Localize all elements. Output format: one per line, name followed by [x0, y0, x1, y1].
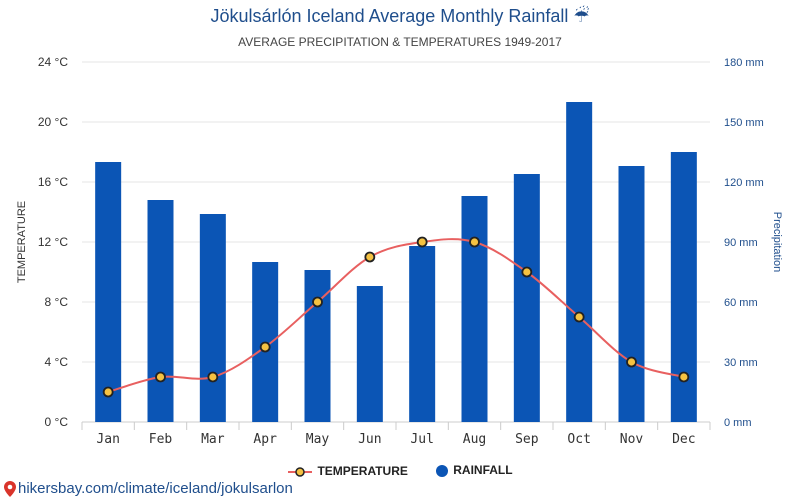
- grid-lines: [82, 61, 710, 423]
- y-tick-label-left: 12 °C: [38, 235, 68, 249]
- y-axis-title-left: TEMPERATURE: [16, 201, 28, 283]
- x-tick-label: Sep: [515, 432, 539, 447]
- y-tick-label-right: 0 mm: [724, 417, 752, 429]
- chart-title: Jökulsárlón Iceland Average Monthly Rain…: [210, 6, 590, 26]
- x-tick-label: May: [306, 432, 330, 447]
- rainfall-bar[interactable]: [461, 196, 488, 422]
- x-tick-label: Apr: [253, 432, 277, 447]
- source-link[interactable]: hikersbay.com/climate/iceland/jokulsarlo…: [4, 480, 293, 498]
- location-pin-icon: [4, 481, 16, 498]
- temperature-point[interactable]: [364, 251, 376, 263]
- temperature-point[interactable]: [102, 386, 114, 398]
- rainfall-bar[interactable]: [566, 102, 593, 422]
- source-url: hikersbay.com/climate/iceland/jokulsarlo…: [18, 480, 293, 497]
- temperature-line: [102, 236, 690, 398]
- temperature-curve: [107, 238, 685, 393]
- temperature-point[interactable]: [626, 356, 637, 368]
- y-tick-label-right: 150 mm: [724, 117, 764, 129]
- legend: TEMPERATURE RAINFALL: [0, 463, 800, 478]
- x-tick-label: Nov: [620, 432, 644, 447]
- legend-item-temperature[interactable]: TEMPERATURE: [287, 463, 408, 478]
- rainfall-bar[interactable]: [356, 286, 383, 422]
- x-tick-label: Oct: [567, 432, 590, 447]
- x-tick-label: Jul: [410, 432, 433, 447]
- y-tick-label-right: 120 mm: [724, 177, 764, 189]
- y-tick-label-right: 180 mm: [724, 57, 764, 69]
- y-tick-label-left: 24 °C: [38, 55, 68, 69]
- temperature-point[interactable]: [521, 266, 533, 278]
- y-tick-label-right: 30 mm: [724, 357, 758, 369]
- y-axis-title-right: Precipitation: [771, 212, 783, 273]
- x-tick-label: Jan: [96, 432, 119, 447]
- rainfall-legend-icon: [436, 465, 449, 478]
- rainfall-bar[interactable]: [147, 200, 174, 422]
- rainfall-bar[interactable]: [618, 166, 645, 422]
- x-tick-label: Jun: [358, 432, 381, 447]
- y-tick-label-left: 16 °C: [38, 175, 68, 189]
- y-tick-label-right: 60 mm: [724, 297, 758, 309]
- temperature-legend-icon: [288, 466, 313, 477]
- legend-item-rainfall[interactable]: RAINFALL: [435, 463, 513, 478]
- rainfall-temperature-chart: 0 °C 0 mm 4 °C 30 mm 8 °C 60 mm 12 °C 90 mm 16 °…: [16, 55, 783, 447]
- temperature-point[interactable]: [207, 371, 219, 383]
- y-tick-label-left: 20 °C: [38, 115, 68, 129]
- temperature-point[interactable]: [416, 236, 428, 248]
- y-tick-label-left: 0 °C: [45, 415, 69, 429]
- rainfall-bar[interactable]: [199, 214, 226, 422]
- x-tick-label: Mar: [201, 432, 225, 447]
- rainfall-bars: [95, 102, 697, 422]
- x-tick-label: Dec: [672, 432, 695, 447]
- temperature-point[interactable]: [678, 371, 690, 383]
- temperature-point[interactable]: [469, 236, 480, 248]
- y-tick-label-left: 8 °C: [45, 295, 69, 309]
- y-tick-label-left: 4 °C: [45, 355, 69, 369]
- axes: 0 °C 0 mm 4 °C 30 mm 8 °C 60 mm 12 °C 90 mm 16 °…: [16, 55, 783, 447]
- legend-rainfall-label: RAINFALL: [453, 463, 513, 478]
- chart-subtitle: AVERAGE PRECIPITATION & TEMPERATURES 194…: [238, 35, 562, 49]
- rainfall-bar[interactable]: [409, 246, 436, 422]
- rainfall-bar[interactable]: [95, 162, 122, 422]
- x-tick-label: Feb: [149, 432, 173, 447]
- x-tick-label: Aug: [463, 432, 486, 447]
- temperature-point[interactable]: [259, 341, 271, 353]
- rainfall-bar[interactable]: [513, 174, 540, 422]
- legend-temperature-label: TEMPERATURE: [317, 463, 408, 478]
- temperature-point[interactable]: [573, 311, 585, 323]
- temperature-point[interactable]: [312, 296, 323, 308]
- y-tick-label-right: 90 mm: [724, 237, 758, 249]
- temperature-point[interactable]: [155, 371, 166, 383]
